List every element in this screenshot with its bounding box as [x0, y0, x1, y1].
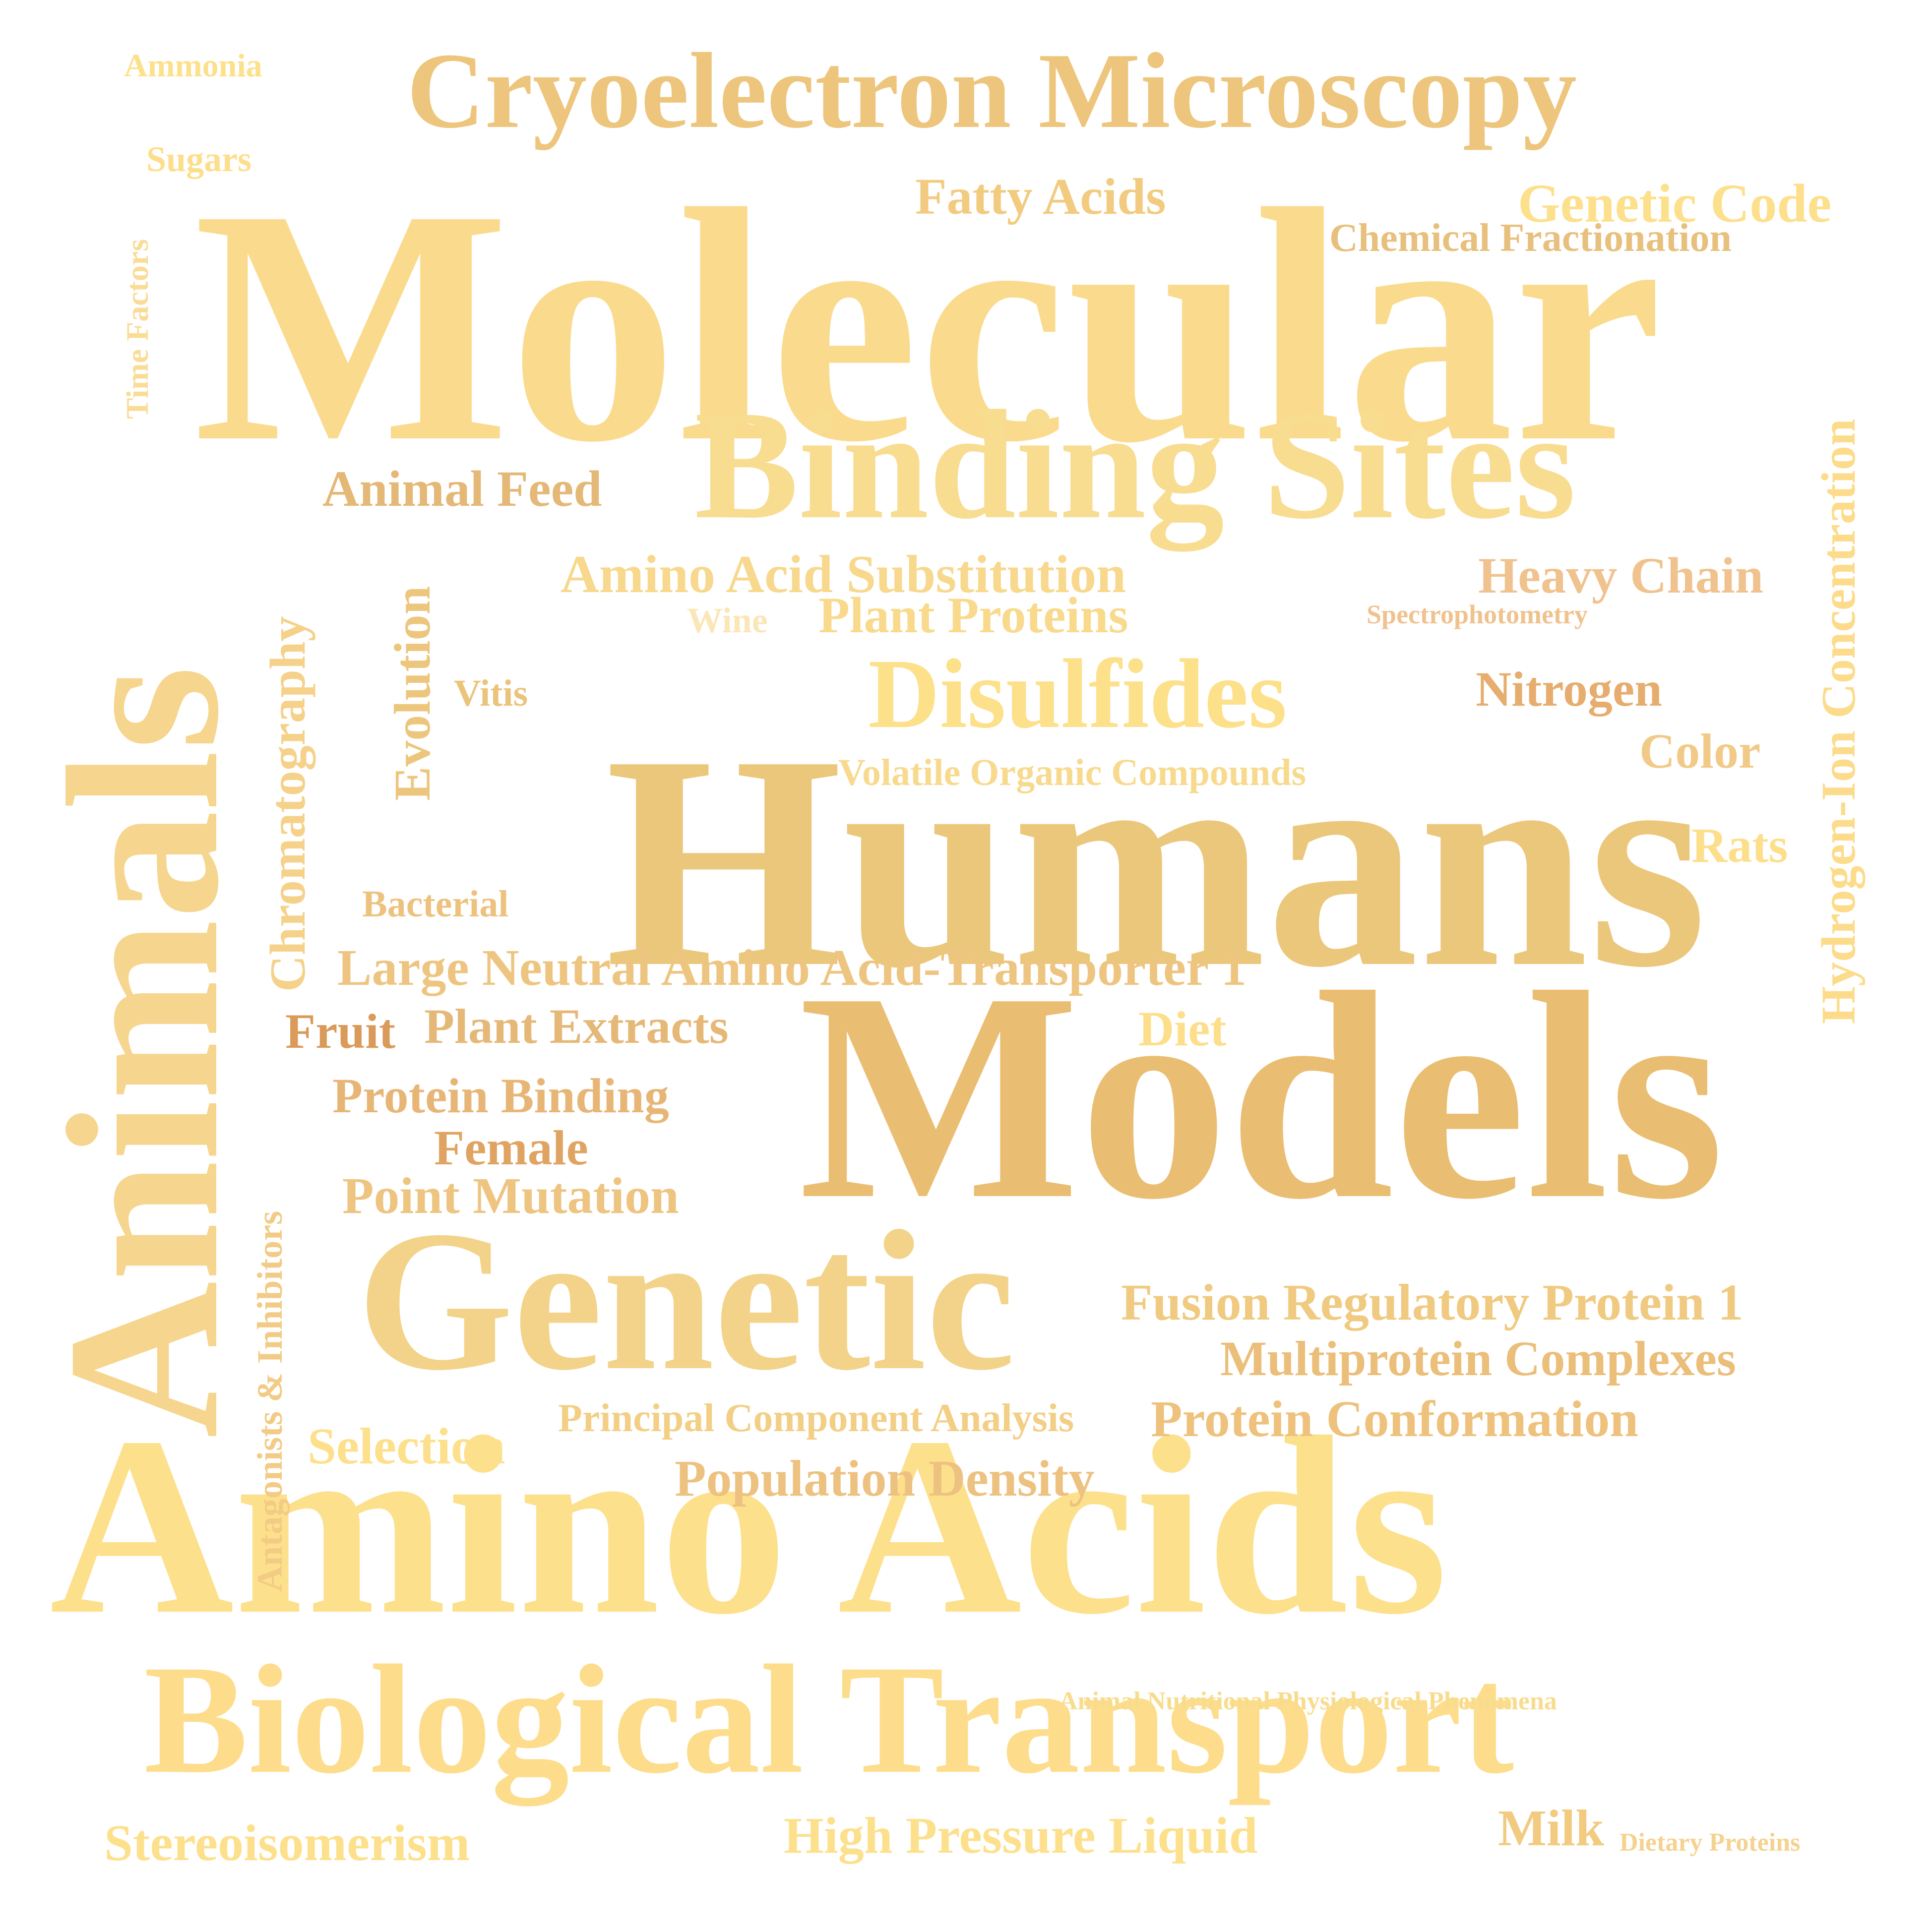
word-milk: Milk [1498, 1800, 1604, 1857]
word-female: Female [434, 1120, 588, 1175]
word-dietary-proteins: Dietary Proteins [1620, 1828, 1801, 1857]
word-spectrophotometry: Spectrophotometry [1367, 600, 1588, 629]
word-stereoisomerism: Stereoisomerism [104, 1814, 470, 1872]
word-animal-nutritional: Animal Nutritional Physiological Phenome… [1059, 1687, 1557, 1715]
word-multiprotein-complexes: Multiprotein Complexes [1220, 1331, 1736, 1386]
word-large-neutral: Large Neutral Amino Acid-Transporter 1 [337, 939, 1247, 996]
word-heavy-chain: Heavy Chain [1478, 547, 1764, 604]
word-hydrogen-ion-concentration: Hydrogen-Ion Concentration [1812, 419, 1866, 1024]
word-cryoelectron-microscopy: Cryoelectron Microscopy [407, 31, 1577, 151]
word-genetic: Genetic [357, 1189, 1015, 1412]
word-amino-acid-substitution: Amino Acid Substitution [561, 545, 1126, 604]
word-fruit: Fruit [285, 1004, 396, 1059]
word-protein-binding: Protein Binding [332, 1068, 669, 1123]
word-plant-proteins: Plant Proteins [818, 587, 1128, 644]
word-biological-transport: Biological Transport [144, 1633, 1514, 1806]
word-high-pressure-liquid: High Pressure Liquid [784, 1807, 1258, 1864]
word-wine: Wine [687, 601, 768, 640]
word-time-factors: Time Factors [120, 239, 155, 419]
word-principal-component: Principal Component Analysis [558, 1396, 1074, 1440]
word-molecular: Molecular [193, 140, 1663, 511]
word-vitis: Vitis [454, 672, 528, 714]
word-sugars: Sugars [146, 139, 252, 179]
word-selection: Selection [308, 1418, 505, 1475]
word-nitrogen: Nitrogen [1476, 662, 1662, 717]
word-ammonia: Ammonia [124, 48, 262, 84]
word-volatile-organic-compounds: Volatile Organic Compounds [838, 752, 1307, 793]
word-population-density: Population Density [675, 1450, 1095, 1507]
word-amino-acids: Amino Acids [50, 1385, 1448, 1667]
word-bacterial: Bacterial [362, 883, 509, 925]
word-antagonists-inhibitors: Antagonists & Inhibitors [250, 1210, 290, 1592]
word-fatty-acids: Fatty Acids [915, 168, 1166, 225]
word-humans: Humans [605, 693, 1707, 1030]
word-animals: Animals [23, 665, 263, 1438]
word-animal-feed: Animal Feed [322, 461, 602, 517]
word-plant-extracts: Plant Extracts [424, 999, 729, 1054]
word-disulfides: Disulfides [868, 639, 1287, 749]
word-evolution: Evolution [384, 586, 441, 801]
word-genetic-code: Genetic Code [1518, 173, 1832, 234]
word-binding-sites: Binding Sites [694, 378, 1576, 551]
word-fusion-regulatory: Fusion Regulatory Protein 1 [1121, 1274, 1744, 1331]
word-point-mutation: Point Mutation [342, 1167, 679, 1224]
word-chromatography: Chromatography [260, 616, 316, 992]
word-models: Models [799, 931, 1725, 1261]
word-color: Color [1639, 724, 1761, 779]
word-rats: Rats [1691, 818, 1788, 873]
word-chemical-fractionation: Chemical Fractionation [1329, 216, 1732, 260]
word-protein-conformation: Protein Conformation [1151, 1390, 1639, 1448]
word-diet: Diet [1138, 1001, 1227, 1056]
